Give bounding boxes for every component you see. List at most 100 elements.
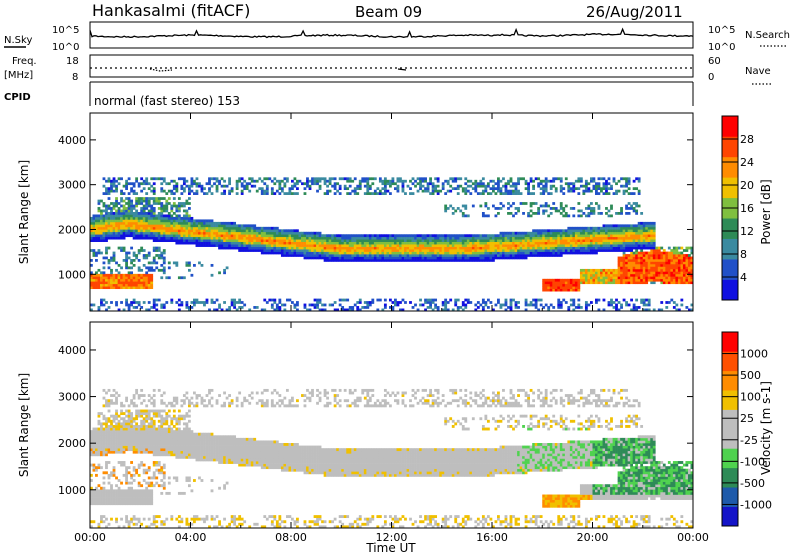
power-cell xyxy=(582,239,585,242)
power-cell xyxy=(291,237,294,240)
power-cell xyxy=(125,279,128,282)
power-cell xyxy=(434,254,437,257)
power-cell xyxy=(233,234,236,237)
power-cell xyxy=(294,247,297,250)
power-cell xyxy=(540,247,543,250)
power-cell xyxy=(168,229,171,232)
power-cell xyxy=(389,182,392,185)
power-cell xyxy=(535,234,538,237)
power-cell xyxy=(193,219,196,222)
power-cell xyxy=(256,237,259,240)
power-cell xyxy=(577,234,580,237)
colorbar-tick-label: 12 xyxy=(740,225,754,238)
power-cell xyxy=(138,266,141,269)
power-cell xyxy=(273,192,276,195)
power-cell xyxy=(228,224,231,227)
power-cell xyxy=(467,249,470,252)
power-cell xyxy=(540,252,543,255)
power-cell xyxy=(394,252,397,255)
power-cell xyxy=(359,182,362,185)
power-cell xyxy=(585,187,588,190)
velocity-cell xyxy=(100,448,103,451)
power-cell xyxy=(628,239,631,242)
power-cell xyxy=(108,247,111,250)
power-cell xyxy=(130,247,133,250)
power-cell xyxy=(582,237,585,240)
power-cell xyxy=(354,177,357,180)
power-cell xyxy=(175,187,178,190)
power-cell xyxy=(376,187,379,190)
power-cell xyxy=(402,244,405,247)
power-cell xyxy=(547,286,550,289)
velocity-cell xyxy=(103,453,106,456)
power-cell xyxy=(251,247,254,250)
power-cell xyxy=(474,190,477,193)
power-cell xyxy=(158,224,161,227)
power-cell xyxy=(678,247,681,250)
power-cell xyxy=(595,276,598,279)
power-cell xyxy=(296,229,299,232)
power-cell xyxy=(603,242,606,245)
power-cell xyxy=(582,229,585,232)
power-cell xyxy=(439,247,442,250)
power-cell xyxy=(552,247,555,250)
power-cell xyxy=(560,234,563,237)
power-cell xyxy=(100,212,103,215)
power-cell xyxy=(193,232,196,235)
power-cell xyxy=(482,185,485,188)
colorbar-swatch xyxy=(722,157,738,178)
power-cell xyxy=(344,244,347,247)
power-cell xyxy=(663,259,666,262)
power-cell xyxy=(437,254,440,257)
power-cell xyxy=(527,232,530,235)
power-cell xyxy=(542,239,545,242)
power-cell xyxy=(306,249,309,252)
power-cell xyxy=(608,239,611,242)
power-cell xyxy=(449,244,452,247)
power-cell xyxy=(286,249,289,252)
power-cell xyxy=(680,257,683,260)
power-cell xyxy=(613,247,616,250)
power-cell xyxy=(572,284,575,287)
power-cell xyxy=(371,249,374,252)
power-cell xyxy=(668,252,671,255)
power-cell xyxy=(575,284,578,287)
power-cell xyxy=(412,177,415,180)
power-cell xyxy=(683,271,686,274)
power-cell xyxy=(301,237,304,240)
power-cell xyxy=(603,232,606,235)
power-cell xyxy=(567,234,570,237)
power-cell xyxy=(201,244,204,247)
power-cell xyxy=(517,257,520,260)
power-cell xyxy=(349,185,352,188)
power-cell xyxy=(598,212,601,215)
power-cell xyxy=(613,180,616,183)
power-cell xyxy=(595,239,598,242)
power-cell xyxy=(570,229,573,232)
power-cell xyxy=(243,304,246,307)
power-cell xyxy=(633,207,636,210)
power-cell xyxy=(143,234,146,237)
power-cell xyxy=(266,227,269,230)
power-cell xyxy=(386,182,389,185)
power-cell xyxy=(128,229,131,232)
power-cell xyxy=(429,234,432,237)
power-cell xyxy=(613,281,616,284)
power-cell xyxy=(273,301,276,304)
power-cell xyxy=(216,224,219,227)
power-cell xyxy=(560,301,563,304)
velocity-cell xyxy=(98,451,101,454)
power-cell xyxy=(108,180,111,183)
power-cell xyxy=(675,281,678,284)
power-cell xyxy=(301,244,304,247)
power-cell xyxy=(319,239,322,242)
power-cell xyxy=(120,227,123,230)
power-cell xyxy=(168,227,171,230)
power-cell xyxy=(93,219,96,222)
power-cell xyxy=(120,212,123,215)
power-cell xyxy=(314,232,317,235)
power-cell xyxy=(560,289,563,292)
power-cell xyxy=(158,219,161,222)
power-cell xyxy=(565,234,568,237)
power-cell xyxy=(165,210,168,213)
